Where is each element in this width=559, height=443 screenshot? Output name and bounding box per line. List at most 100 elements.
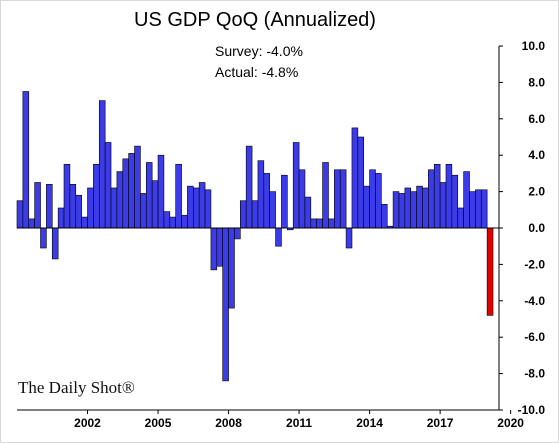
bar [134, 145, 141, 229]
bar [122, 158, 129, 229]
bar [57, 207, 65, 229]
bar [234, 227, 241, 240]
bar [369, 169, 376, 229]
y-tick-label: 2.0 [528, 185, 545, 199]
bar [351, 127, 359, 229]
bar [328, 218, 335, 229]
bar [51, 227, 59, 260]
bar [339, 169, 347, 229]
watermark: The Daily Shot® [18, 378, 135, 397]
bar [269, 191, 276, 229]
x-tick-label: 2005 [145, 416, 172, 430]
bar [87, 187, 94, 229]
bar [375, 173, 382, 229]
y-tick-label: 4.0 [528, 148, 545, 162]
bar [240, 200, 247, 229]
bar [157, 154, 165, 229]
bar [392, 191, 400, 229]
x-tick-label: 2002 [74, 416, 101, 430]
bar [216, 227, 223, 267]
bar [433, 164, 441, 229]
bar [110, 187, 118, 229]
survey-annotation: Survey: -4.0% [215, 43, 303, 59]
bar [16, 200, 24, 229]
bar [292, 142, 300, 229]
bar [40, 227, 47, 249]
x-tick-label: 2017 [427, 416, 454, 430]
y-tick-label: 0.0 [528, 221, 545, 235]
bar [34, 182, 41, 229]
bar [381, 204, 388, 229]
y-tick-label: -6.0 [524, 330, 545, 344]
chart-title: US GDP QoQ (Annualized) [134, 9, 376, 31]
x-tick-label: 2020 [497, 416, 524, 430]
bar [181, 214, 188, 229]
bar [304, 196, 312, 229]
bar [128, 153, 135, 229]
bar [345, 227, 353, 249]
bar [245, 145, 253, 229]
bar [363, 185, 370, 229]
y-tick-label: -10.0 [518, 403, 546, 417]
bar [257, 160, 265, 229]
bar [428, 169, 435, 229]
bar [163, 211, 171, 229]
bar [298, 169, 306, 229]
bar [445, 164, 453, 229]
bar [187, 185, 194, 229]
bar [145, 162, 153, 229]
bar [93, 164, 100, 229]
bar [357, 136, 365, 229]
bar [222, 227, 229, 382]
bar [334, 169, 341, 229]
bar [404, 187, 412, 229]
bar [439, 182, 447, 229]
y-tick-label: -8.0 [524, 367, 545, 381]
bar [263, 173, 270, 229]
bar-latest [486, 227, 494, 316]
bar [469, 191, 476, 229]
y-tick-label: -2.0 [524, 257, 545, 271]
bar [151, 180, 159, 229]
bar [398, 193, 406, 229]
bar [169, 216, 176, 229]
bar [175, 164, 182, 229]
y-tick-label: 6.0 [528, 112, 545, 126]
bar [475, 189, 482, 229]
y-tick-label: 8.0 [528, 75, 545, 89]
bar [451, 174, 459, 229]
bar [228, 227, 235, 309]
bar [46, 184, 53, 229]
bar [81, 216, 88, 229]
bar [281, 174, 288, 229]
bar [480, 189, 488, 229]
y-tick-label: 10.0 [522, 39, 546, 53]
bar [69, 184, 77, 229]
bars-group [16, 91, 494, 382]
bar [410, 191, 417, 229]
bar [193, 187, 200, 229]
bar [310, 218, 318, 229]
bar [104, 142, 112, 229]
bar [75, 194, 82, 229]
bar [457, 207, 464, 229]
actual-annotation: Actual: -4.8% [215, 64, 298, 80]
bar [316, 218, 323, 229]
y-tick-label: -4.0 [524, 294, 545, 308]
bar [28, 218, 35, 229]
bar [416, 185, 423, 229]
bar [22, 91, 30, 229]
bar [98, 100, 106, 229]
bar [251, 200, 259, 229]
bar [463, 171, 470, 229]
x-tick-label: 2008 [215, 416, 242, 430]
bar [140, 193, 147, 229]
bar [198, 182, 206, 229]
bar [63, 164, 71, 229]
bar [210, 227, 218, 271]
bar [275, 227, 282, 247]
x-tick-label: 2011 [286, 416, 312, 430]
bar [422, 187, 429, 229]
bar [322, 162, 329, 229]
